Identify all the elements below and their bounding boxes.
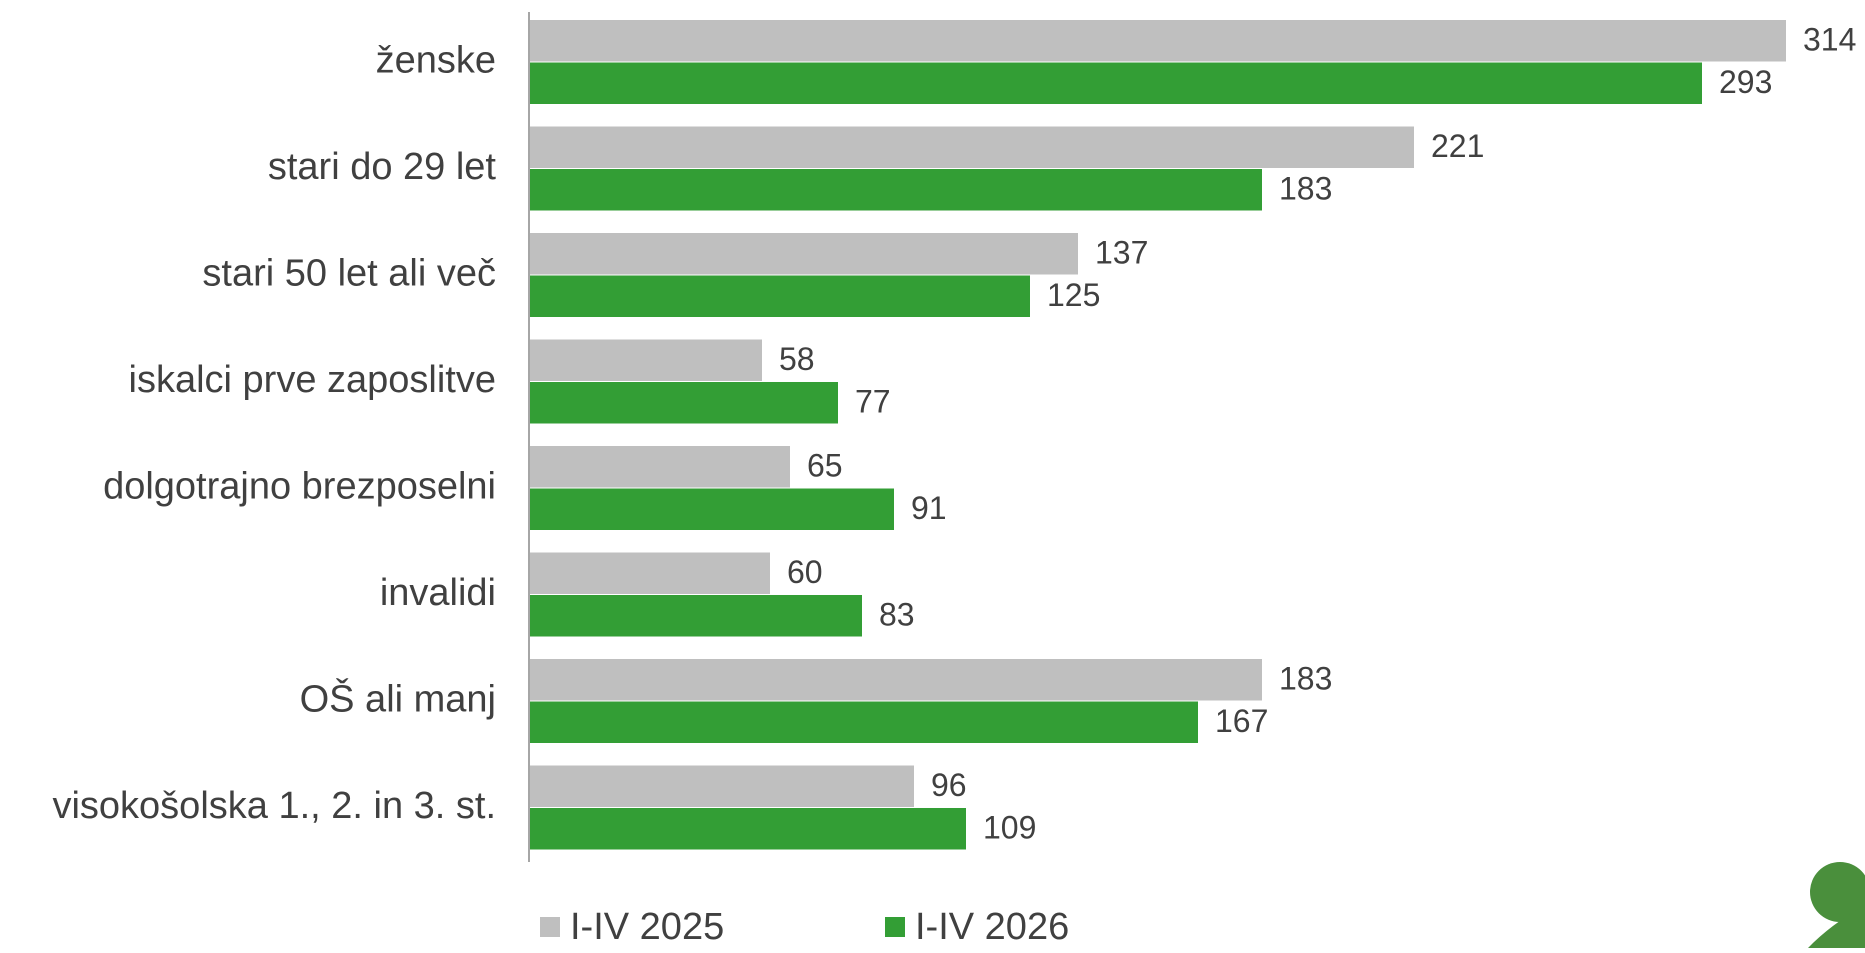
bar (530, 233, 1078, 275)
bar (530, 20, 1786, 62)
category-label: dolgotrajno brezposelni (103, 466, 496, 508)
logo (1808, 862, 1865, 948)
value-label: 293 (1719, 64, 1772, 100)
bar (530, 275, 1030, 317)
legend-label: I-IV 2026 (915, 906, 1069, 948)
bar (530, 446, 790, 488)
value-label: 58 (779, 341, 815, 377)
value-label: 77 (855, 384, 891, 420)
category-label: ženske (376, 40, 496, 82)
legend-swatch (885, 917, 905, 937)
value-label: 137 (1095, 235, 1148, 271)
category-label: invalidi (380, 572, 496, 614)
value-label: 60 (787, 554, 823, 590)
legend-label: I-IV 2025 (570, 906, 724, 948)
bar (530, 659, 1262, 701)
value-label: 109 (983, 810, 1036, 846)
value-label: 221 (1431, 128, 1484, 164)
bar (530, 808, 966, 850)
category-label: visokošolska 1., 2. in 3. st. (52, 785, 496, 827)
category-label: iskalci prve zaposlitve (129, 359, 496, 401)
bar (530, 701, 1198, 743)
value-label: 96 (931, 767, 967, 803)
bar (530, 488, 894, 530)
bar (530, 382, 838, 424)
bar (530, 339, 762, 381)
legend-swatch (540, 917, 560, 937)
category-label: OŠ ali manj (300, 677, 496, 721)
value-label: 65 (807, 448, 843, 484)
value-label: 83 (879, 597, 915, 633)
category-label: stari 50 let ali več (202, 253, 496, 295)
value-label: 183 (1279, 171, 1332, 207)
value-label: 125 (1047, 277, 1100, 313)
bar (530, 552, 770, 594)
bar (530, 62, 1702, 104)
bar (530, 765, 914, 807)
value-label: 314 (1803, 22, 1856, 58)
category-label: stari do 29 let (268, 146, 497, 188)
bar (530, 169, 1262, 211)
value-label: 167 (1215, 703, 1268, 739)
value-label: 91 (911, 490, 947, 526)
bar (530, 126, 1414, 168)
value-label: 183 (1279, 661, 1332, 697)
bar (530, 595, 862, 637)
